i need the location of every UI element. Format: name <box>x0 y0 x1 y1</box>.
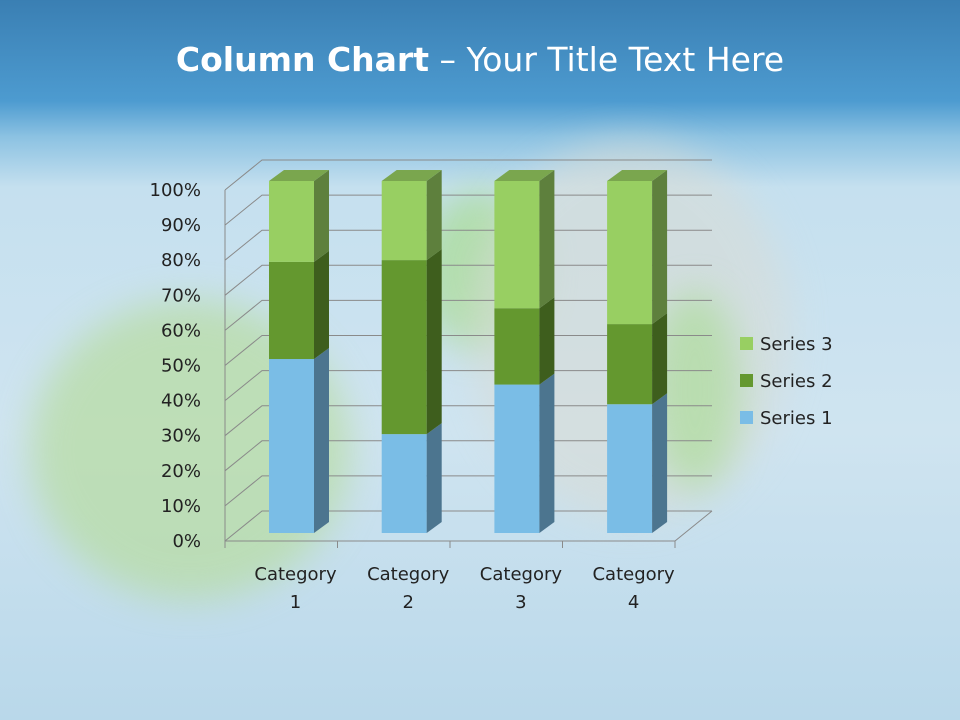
title-bold: Column Chart <box>175 40 429 79</box>
bar-segment-side <box>539 170 555 309</box>
bar-segment-front <box>381 181 427 261</box>
slide-title: Column Chart – Your Title Text Here <box>0 40 960 79</box>
bar-segment-top <box>269 170 329 181</box>
legend-swatch <box>740 337 753 350</box>
bar-segment-front <box>269 181 314 262</box>
legend-swatch <box>740 411 753 424</box>
gridline <box>224 440 712 472</box>
bar-segment-top <box>494 170 555 181</box>
gridline <box>224 510 712 542</box>
y-tick-label: 60% <box>161 320 201 341</box>
legend-label: Series 1 <box>760 408 833 429</box>
y-tick-label: 30% <box>161 426 201 447</box>
legend-label: Series 3 <box>760 334 833 355</box>
bar-segment-front <box>607 181 653 325</box>
bar-segment-front <box>607 324 653 405</box>
bar-segment-side <box>539 297 555 385</box>
x-category-label: 1 <box>290 592 301 613</box>
bar-segment-top <box>607 170 668 181</box>
gridline <box>224 475 712 507</box>
bar-segment-side <box>314 170 329 262</box>
x-category-label: Category <box>592 564 675 585</box>
legend-label: Series 2 <box>760 371 833 392</box>
y-tick-label: 90% <box>161 215 201 236</box>
bar-segment-front <box>607 404 653 533</box>
bar-segment-side <box>652 313 668 405</box>
gridline <box>224 229 712 261</box>
gridline <box>224 264 712 296</box>
bar-segment-front <box>269 359 314 533</box>
bar-segment-front <box>494 181 540 309</box>
y-tick-label: 50% <box>161 356 201 377</box>
bar-segment-side <box>426 423 442 533</box>
y-tick-label: 70% <box>161 285 201 306</box>
bar-segment-side <box>426 249 442 435</box>
y-tick-label: 20% <box>161 461 201 482</box>
x-category-label: Category <box>480 564 563 585</box>
title-rest: – Your Title Text Here <box>428 40 785 79</box>
bar-segment-front <box>494 384 540 533</box>
gridline <box>224 159 712 191</box>
legend-swatch <box>740 374 753 387</box>
bar-segment-side <box>314 348 329 533</box>
y-tick-label: 80% <box>161 250 201 271</box>
gridline <box>224 335 712 366</box>
x-category-label: 4 <box>628 592 639 613</box>
bar-segment-front <box>494 308 540 385</box>
x-category-label: 3 <box>515 592 526 613</box>
bar-segment-side <box>426 170 442 261</box>
gridline <box>224 405 712 437</box>
bar-segment-side <box>314 250 329 360</box>
y-tick-label: 100% <box>150 180 201 201</box>
y-tick-label: 10% <box>161 496 201 517</box>
gridline <box>224 194 712 226</box>
bar-segment-front <box>381 260 427 435</box>
bar-segment-side <box>652 170 668 325</box>
gridline <box>224 370 712 401</box>
x-category-label: 2 <box>402 592 413 613</box>
bar-segment-front <box>381 434 427 533</box>
x-category-label: Category <box>254 564 337 585</box>
y-tick-label: 40% <box>161 391 201 412</box>
bar-segment-side <box>652 393 668 533</box>
y-tick-label: 0% <box>172 531 201 552</box>
x-category-label: Category <box>367 564 450 585</box>
gridline <box>224 299 712 331</box>
bar-segment-side <box>539 373 555 533</box>
bar-segment-top <box>381 170 442 181</box>
bar-segment-front <box>269 261 314 360</box>
